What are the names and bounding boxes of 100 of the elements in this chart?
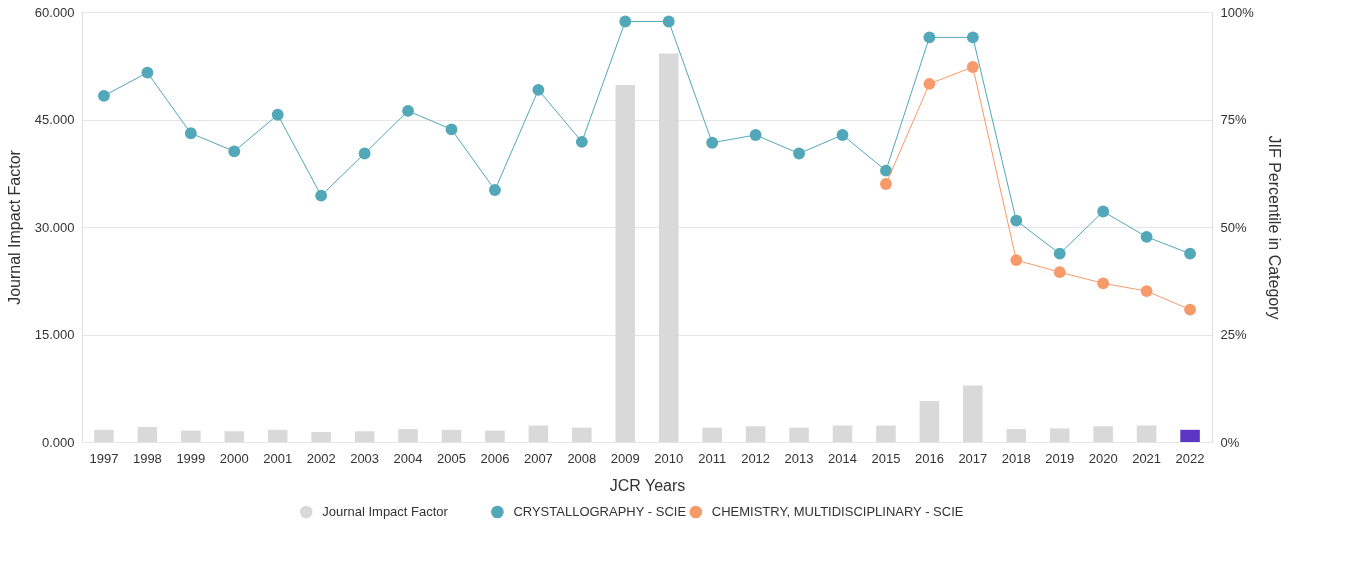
x-tick-label: 2020 xyxy=(1088,450,1118,466)
point xyxy=(1053,247,1066,260)
bar xyxy=(528,425,549,442)
bar xyxy=(572,427,592,442)
bar xyxy=(963,385,983,442)
x-tick-label: 2018 xyxy=(1001,450,1031,466)
x-tick-label: 1997 xyxy=(89,450,119,466)
point xyxy=(141,66,154,79)
bar xyxy=(398,429,418,442)
point xyxy=(836,129,849,141)
point xyxy=(662,15,675,28)
x-tick-label: 2005 xyxy=(437,450,466,466)
point xyxy=(1097,205,1110,218)
bar xyxy=(1136,425,1157,442)
point xyxy=(1053,266,1066,279)
point xyxy=(98,89,110,102)
point xyxy=(228,145,241,158)
bar xyxy=(224,431,245,442)
bar xyxy=(441,429,462,442)
point xyxy=(749,129,762,141)
x-tick-label: 2001 xyxy=(263,450,293,466)
point xyxy=(966,61,979,73)
point xyxy=(880,164,892,177)
x-tick-label: 1999 xyxy=(176,450,206,466)
point xyxy=(575,135,588,148)
x-tick-label: 2013 xyxy=(784,450,814,466)
point xyxy=(271,108,284,121)
x-tick-label: 2000 xyxy=(219,450,249,466)
y-tick-label: 15.000 xyxy=(34,327,75,342)
bar xyxy=(181,430,201,442)
y-tick-label: 60.000 xyxy=(34,4,75,20)
bar xyxy=(94,429,114,442)
x-tick-label: 2012 xyxy=(741,450,771,466)
point xyxy=(1140,285,1153,297)
point xyxy=(1184,303,1196,316)
bar xyxy=(354,431,375,442)
bar xyxy=(1093,426,1113,442)
bar xyxy=(137,426,158,442)
x-tick-label: 2019 xyxy=(1045,450,1075,466)
point xyxy=(966,31,979,44)
point xyxy=(402,105,414,117)
y-axis-title: Journal Impact Factor xyxy=(5,149,23,305)
bar xyxy=(1006,429,1027,442)
bar xyxy=(702,427,722,442)
point xyxy=(1097,277,1110,290)
bar xyxy=(1180,429,1200,442)
point xyxy=(489,184,501,196)
legend-label: CRYSTALLOGRAPHY - SCIE xyxy=(513,504,687,519)
bar xyxy=(658,53,679,442)
y-tick-label: 30.000 xyxy=(34,219,75,235)
bar xyxy=(311,431,331,442)
x-tick-label: 2009 xyxy=(610,450,640,466)
point xyxy=(315,189,328,202)
y2-tick-label: 25% xyxy=(1220,327,1247,342)
point xyxy=(706,136,719,149)
x-tick-label: 1998 xyxy=(132,450,162,466)
point xyxy=(923,77,936,90)
point xyxy=(923,31,936,44)
x-tick-label: 2021 xyxy=(1132,450,1162,466)
x-tick-label: 2004 xyxy=(393,450,423,466)
y-tick-label: 0.000 xyxy=(41,434,75,450)
y-tick-label: 45.000 xyxy=(34,112,75,127)
legend-label: CHEMISTRY, MULTIDISCIPLINARY - SCIE xyxy=(711,504,964,519)
x-tick-label: 2010 xyxy=(654,450,684,466)
y2-tick-label: 75% xyxy=(1220,112,1247,127)
bar xyxy=(485,430,505,442)
point xyxy=(1010,214,1023,227)
bar xyxy=(267,429,288,442)
x-tick-label: 2002 xyxy=(306,450,336,466)
x-tick-label: 2003 xyxy=(350,450,380,466)
bar xyxy=(745,426,766,442)
x-tick-label: 2022 xyxy=(1175,450,1205,466)
point xyxy=(184,127,197,140)
y2-tick-label: 100% xyxy=(1220,4,1255,20)
point xyxy=(1010,254,1023,267)
x-tick-label: 2007 xyxy=(523,450,553,466)
bar xyxy=(919,401,940,442)
x-tick-label: 2008 xyxy=(567,450,597,466)
x-tick-label: 2015 xyxy=(871,450,901,466)
point xyxy=(445,123,458,136)
x-tick-label: 2011 xyxy=(698,450,727,466)
point xyxy=(358,147,371,160)
bar xyxy=(876,425,896,442)
bar xyxy=(832,425,853,442)
y2-tick-label: 0% xyxy=(1220,434,1240,450)
point xyxy=(793,147,805,160)
x-tick-label: 2006 xyxy=(480,450,510,466)
point xyxy=(1184,247,1196,260)
x-tick-label: 2017 xyxy=(958,450,988,466)
y2-axis-title: JIF Percentile in Category xyxy=(1265,135,1283,320)
legend-label: Journal Impact Factor xyxy=(322,504,449,519)
bar xyxy=(789,427,809,442)
bar xyxy=(615,85,636,442)
point xyxy=(619,15,632,28)
point xyxy=(532,83,545,96)
x-axis-title: JCR Years xyxy=(609,476,686,494)
y2-tick-label: 50% xyxy=(1220,219,1247,235)
point xyxy=(1140,230,1153,243)
point xyxy=(880,178,892,190)
x-tick-label: 2014 xyxy=(828,450,857,466)
